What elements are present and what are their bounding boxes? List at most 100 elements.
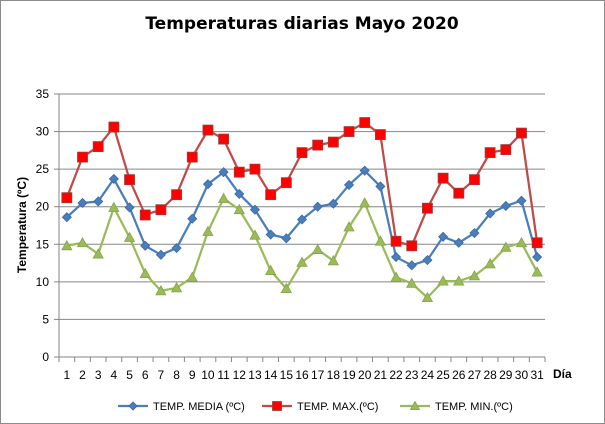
data-point <box>327 136 339 148</box>
x-tick-labels: 1 2 3 4 5 6 7 8 9 10 11 12 13 14 15 16 17 18 19 20 21 22 23 24 2… <box>63 368 544 382</box>
data-point <box>202 124 214 136</box>
data-point <box>77 197 88 209</box>
data-point <box>265 229 276 240</box>
data-point <box>359 117 371 128</box>
data-point <box>312 139 324 151</box>
data-point <box>155 249 166 260</box>
data-point <box>500 200 511 212</box>
data-point <box>453 187 465 199</box>
x-tick-label: 1 <box>63 368 70 382</box>
data-point <box>281 233 292 244</box>
x-tick-label: 18 <box>327 368 341 382</box>
chart-title: Temperaturas diarias Mayo 2020 <box>145 14 458 34</box>
x-tick-label: 26 <box>452 368 466 382</box>
data-point <box>328 198 339 209</box>
data-point <box>484 147 496 159</box>
data-point <box>61 239 73 251</box>
data-point <box>92 141 104 153</box>
data-point <box>406 277 418 288</box>
data-point <box>516 127 527 139</box>
y-tick-label: 0 <box>42 350 49 364</box>
x-tick-label: 8 <box>173 368 180 382</box>
x-tick-label: 15 <box>280 368 294 382</box>
data-point <box>453 237 464 248</box>
data-point <box>437 172 449 184</box>
data-point <box>374 129 386 140</box>
legend-entry: TEMP. MIN.(ºC) <box>400 400 513 413</box>
data-point <box>139 209 151 221</box>
data-point <box>234 188 245 200</box>
data-point <box>312 201 323 212</box>
series-3 <box>61 192 543 303</box>
data-point <box>77 151 88 163</box>
legend-label: TEMP. MIN.(ºC) <box>435 401 513 413</box>
data-point <box>343 221 355 232</box>
data-point <box>124 202 135 213</box>
data-point <box>171 242 182 254</box>
x-tick-label: 12 <box>233 368 247 382</box>
data-point <box>422 202 433 214</box>
x-tick-label: 30 <box>515 368 529 382</box>
x-tick-label: 27 <box>468 368 482 382</box>
x-tick-label: 16 <box>295 368 309 382</box>
y-tick-label: 25 <box>36 162 50 176</box>
x-tick-label: 9 <box>189 368 196 382</box>
x-tick-label: 4 <box>111 368 118 382</box>
x-tick-label: 13 <box>248 368 262 382</box>
data-point <box>359 197 371 208</box>
data-point <box>296 214 308 225</box>
data-point <box>202 179 214 190</box>
data-point <box>272 401 282 411</box>
x-tick-label: 31 <box>530 368 544 382</box>
data-point <box>531 266 543 277</box>
data-point <box>155 204 167 216</box>
x-tick-label: 17 <box>311 368 325 382</box>
data-point <box>390 271 402 282</box>
data-point <box>124 174 135 186</box>
y-axis-label: Temperatura (ºC) <box>15 177 29 273</box>
data-point <box>249 163 261 175</box>
data-point <box>409 400 421 411</box>
data-point <box>296 256 308 267</box>
x-tick-label: 7 <box>158 368 165 382</box>
data-point <box>108 201 120 212</box>
series-1 <box>61 165 543 271</box>
data-point <box>140 240 151 251</box>
y-tick-label: 5 <box>42 312 49 326</box>
data-point <box>186 271 198 282</box>
data-point <box>438 231 449 242</box>
data-point <box>468 270 481 281</box>
x-tick-label: 2 <box>79 368 86 382</box>
data-point <box>218 167 229 178</box>
data-point <box>92 248 104 259</box>
data-point <box>311 243 324 254</box>
data-point <box>469 227 480 239</box>
y-tick-label: 20 <box>36 200 50 214</box>
data-point <box>516 195 527 206</box>
x-tick-label: 10 <box>201 368 215 382</box>
data-point <box>139 267 151 278</box>
gridlines <box>54 93 545 358</box>
x-tick-label: 22 <box>389 368 403 382</box>
data-point <box>469 174 480 186</box>
data-point <box>249 204 261 215</box>
data-point <box>108 121 120 133</box>
data-point <box>375 181 386 192</box>
data-point <box>187 213 198 224</box>
x-tick-label: 25 <box>436 368 450 382</box>
y-tick-label: 10 <box>36 275 50 289</box>
data-point <box>390 251 402 263</box>
legend-entry: TEMP. MEDIA (ºC) <box>118 401 245 413</box>
data-point <box>186 151 198 163</box>
x-tick-label: 24 <box>421 368 435 382</box>
data-point <box>343 126 355 137</box>
data-point <box>296 147 308 159</box>
data-point <box>500 144 512 156</box>
data-point <box>343 179 355 190</box>
data-point <box>422 255 433 266</box>
data-point <box>108 173 119 184</box>
x-tick-label: 28 <box>483 368 497 382</box>
axes <box>58 94 546 362</box>
data-point <box>202 225 214 236</box>
